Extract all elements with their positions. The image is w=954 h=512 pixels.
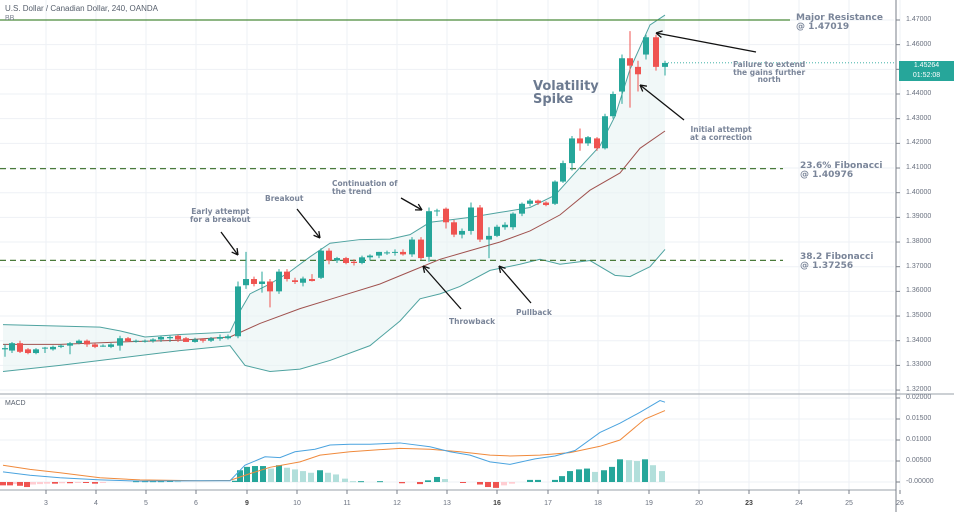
macd-line [2,399,666,482]
bollinger-lower [2,249,666,373]
date-tick: 17 [544,500,552,507]
price-tick: 1.40000 [906,188,932,196]
date-tick: 3 [44,500,48,507]
price-tick: 1.41000 [906,164,932,172]
last-price-tag: 1.45264 [899,61,954,71]
price-tick: 1.32000 [906,386,932,394]
date-tick: 11 [343,500,351,507]
macd-tick: 0.00500 [906,457,932,464]
macd-signal-line [2,410,666,482]
pullback-annotation: Pullback [516,308,552,317]
price-tick: 1.44000 [906,90,932,97]
price-tick: 1.39000 [906,213,932,221]
date-tick: 6 [194,500,198,507]
date-tick: 24 [795,500,803,507]
early-attempt-annotation: Early attempt for a breakout [190,207,251,224]
date-tick: 25 [845,500,853,507]
macd-tick: 0.01000 [906,436,932,443]
bollinger-fill [3,15,665,372]
major-resistance-annotation: Major Resistance @ 1.47019 [796,13,883,32]
price-tick: 1.47000 [906,16,932,23]
date-tick: 12 [393,500,401,507]
price-tick: 1.37000 [906,262,932,270]
bollinger-basis [3,130,666,345]
date-tick: 23 [745,500,753,507]
initial-attempt-annotation: Initial attempt at a correction [690,125,753,142]
macd-tick: 0.01500 [906,415,932,422]
candles [2,31,668,357]
price-tick: 1.34000 [906,336,932,344]
macd-tick: 0.02000 [906,394,932,401]
fib-382-annotation: 38.2 Fibonacci @ 1.37256 [800,252,874,271]
price-tick: 1.42000 [906,139,932,147]
bar-countdown: 01:52:08 [899,71,954,81]
date-tick: 18 [594,500,602,507]
price-tick: 1.35000 [906,312,932,320]
annotation-arrows [220,30,757,310]
date-tick: 13 [443,500,451,507]
volatility-spike-annotation: Volatility Spike [533,79,599,107]
price-tick: 1.33000 [906,361,932,369]
date-tick: 16 [493,500,501,507]
macd-histogram [0,459,665,488]
fib-236-annotation: 23.6% Fibonacci @ 1.40976 [800,161,883,180]
price-tick: 1.43000 [906,114,932,122]
macd-label[interactable]: MACD [5,400,26,407]
breakout-annotation: Breakout [265,194,304,203]
throwback-annotation: Throwback [449,317,496,326]
price-tick: 1.36000 [906,287,932,295]
continuation-annotation: Continuation of the trend [332,179,398,196]
date-tick: 4 [94,500,98,507]
bollinger-bands-label[interactable]: BB [5,15,15,22]
failure-annotation: Failure to extend the gains further nort… [733,60,806,84]
date-tick: 5 [144,500,148,507]
date-tick: 19 [645,500,653,507]
price-tick: 1.46000 [906,40,932,48]
chart-title: U.S. Dollar / Canadian Dollar, 240, OAND… [5,4,158,13]
price-tick: 1.38000 [906,238,932,246]
date-tick: 10 [293,500,301,507]
date-tick: 9 [245,500,249,507]
macd-tick: -0.00000 [906,478,934,485]
bollinger-upper [2,14,666,338]
date-tick: 20 [695,500,703,507]
date-tick: 26 [896,500,904,507]
